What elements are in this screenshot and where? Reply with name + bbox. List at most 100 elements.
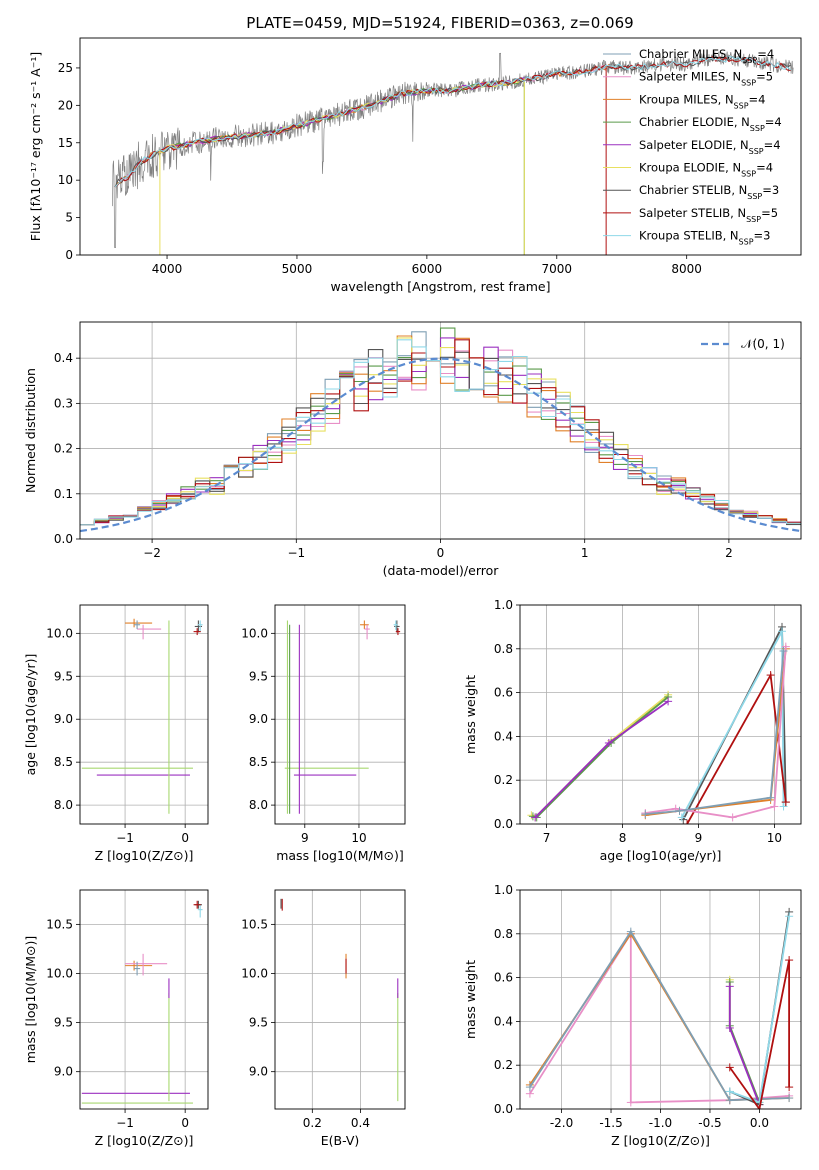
axes-frame: 0.2 0.4 9.0 9.5 10.0 10.5 E(B-V) xyxy=(241,889,406,1148)
y-tick-label: 0.1 xyxy=(54,487,73,501)
y-tick-label: 0.6 xyxy=(494,971,513,985)
y-tick-label: 0.4 xyxy=(54,351,73,365)
legend-entry: Kroupa ELODIE, NSSP=4 xyxy=(639,161,773,179)
axes-frame: 4000 5000 6000 7000 8000 0 5 10 15 20 25 wavelength… xyxy=(28,37,802,294)
plot-area xyxy=(81,900,203,1104)
legend-entry: Chabrier ELODIE, NSSP=4 xyxy=(639,115,782,133)
y-tick-label: 9.5 xyxy=(54,1016,73,1030)
y-tick-label: 0.6 xyxy=(494,686,513,700)
legend-count: =5 xyxy=(761,206,778,220)
plot-area xyxy=(112,51,794,255)
x-tick-label: 9 xyxy=(301,831,309,845)
legend-subscript: SSP xyxy=(741,169,756,178)
mass-vs-ebv-panel: 0.2 0.4 9.0 9.5 10.0 10.5 E(B-V) xyxy=(241,889,406,1148)
x-tick-label: 4000 xyxy=(152,262,183,276)
age-vs-metallicity-panel: −1 0 8.0 8.5 9.0 9.5 10.0 Z [log10(Z/Z⊙)] age [l… xyxy=(23,604,209,863)
x-tick-label: -2.0 xyxy=(550,1116,573,1130)
weight-line-chabrier-miles xyxy=(645,650,785,815)
x-tick-label: 0 xyxy=(437,546,445,560)
y-tick-label: 0.8 xyxy=(494,642,513,656)
y-tick-label: 8.0 xyxy=(249,798,268,812)
legend-subscript: SSP xyxy=(746,214,761,223)
y-tick-label: 8.5 xyxy=(249,755,268,769)
x-tick-label: -1.5 xyxy=(599,1116,622,1130)
y-tick-label: 0.2 xyxy=(494,1058,513,1072)
residual-histogram-panel: −2 −1 0 1 2 0.0 0.1 0.2 0.3 0.4 (data-model)/error… xyxy=(23,321,802,578)
y-tick-label: 10.0 xyxy=(241,626,268,640)
legend-entry: Salpeter MILES, NSSP=5 xyxy=(639,70,773,88)
y-tick-label: 0.0 xyxy=(54,532,73,546)
plot-area xyxy=(81,618,203,814)
y-tick-label: 9.5 xyxy=(249,669,268,683)
y-tick-label: 1.0 xyxy=(494,883,513,897)
legend-subscript: SSP xyxy=(742,56,757,65)
y-tick-label: 9.0 xyxy=(249,712,268,726)
y-tick-label: 10.0 xyxy=(241,966,268,980)
legend-subscript: SSP xyxy=(749,146,764,155)
y-tick-label: 0.3 xyxy=(54,396,73,410)
weightZ-line-salpeter-stelib xyxy=(729,959,790,1109)
figure-title: PLATE=0459, MJD=51924, FIBERID=0363, z=0… xyxy=(246,14,633,32)
y-axis-label: age [log10(age/yr)] xyxy=(23,654,38,776)
legend-subscript: SSP xyxy=(747,192,762,201)
mass-vs-metallicity-panel: −1 0 9.0 9.5 10.0 10.5 Z [log10(Z/Z⊙)] mass [lo… xyxy=(23,889,209,1148)
axes-box xyxy=(79,37,802,256)
x-axis-label: (data-model)/error xyxy=(383,563,500,578)
y-tick-label: 25 xyxy=(58,61,73,75)
legend-entry: Salpeter ELODIE, NSSP=4 xyxy=(639,138,781,156)
age-vs-mass-panel: 9 10 8.0 8.5 9.0 9.5 10.0 mass [log10(M/M⊙)] xyxy=(241,604,406,863)
x-tick-label: −1 xyxy=(116,1116,134,1130)
y-axis-label: mass weight xyxy=(463,960,478,1039)
legend-count: =3 xyxy=(754,229,771,243)
x-axis-label: E(B-V) xyxy=(321,1133,360,1148)
y-tick-label: 5 xyxy=(65,211,73,225)
y-tick-label: 0.8 xyxy=(494,927,513,941)
x-tick-label: −1 xyxy=(116,831,134,845)
y-tick-label: 9.5 xyxy=(54,669,73,683)
x-axis-label: Z [log10(Z/Z⊙)] xyxy=(95,1133,194,1148)
axes-frame: −1 0 8.0 8.5 9.0 9.5 10.0 Z [log10(Z/Z⊙)] age [l… xyxy=(23,604,209,863)
y-tick-label: 0.2 xyxy=(54,442,73,456)
x-tick-label: 7 xyxy=(543,831,551,845)
axes-frame: 7 8 9 10 0.0 0.2 0.4 0.6 0.8 1.0 age [log10(age/yr… xyxy=(463,598,802,863)
y-tick-label: 20 xyxy=(58,98,73,112)
legend-count: =4 xyxy=(765,115,782,129)
y-tick-label: 8.0 xyxy=(54,798,73,812)
legend-count: =4 xyxy=(756,161,773,175)
x-tick-label: 5000 xyxy=(282,262,313,276)
x-tick-label: 2 xyxy=(725,546,733,560)
model-kroupa-stelib xyxy=(114,55,791,188)
legend-subscript: SSP xyxy=(734,101,749,110)
axes-box xyxy=(274,889,406,1110)
y-tick-label: 15 xyxy=(58,136,73,150)
x-axis-label: Z [log10(Z/Z⊙)] xyxy=(611,1133,710,1148)
axes-frame: 9 10 8.0 8.5 9.0 9.5 10.0 mass [log10(M/M⊙)] xyxy=(241,604,406,863)
y-axis-label: Normed distribution xyxy=(23,368,38,493)
y-tick-label: 8.5 xyxy=(54,755,73,769)
axes-box xyxy=(519,604,802,825)
plot-area xyxy=(280,898,399,1102)
y-axis-label: Flux [fλ10⁻¹⁷ erg cm⁻² s⁻¹ A⁻¹] xyxy=(28,52,43,241)
y-tick-label: 0.4 xyxy=(494,1014,513,1028)
y-tick-label: 0.2 xyxy=(494,773,513,787)
axes-frame: −2 −1 0 1 2 0.0 0.1 0.2 0.3 0.4 (data-model)/error… xyxy=(23,321,802,578)
legend-entry: Chabrier STELIB, NSSP=3 xyxy=(639,183,779,201)
y-tick-label: 10 xyxy=(58,173,73,187)
spectrum-panel: 4000 5000 6000 7000 8000 0 5 10 15 20 25 wavelength… xyxy=(28,37,802,294)
legend-subscript: SSP xyxy=(739,237,754,246)
model-salpeter-stelib xyxy=(114,56,791,188)
x-tick-label: 10 xyxy=(767,831,782,845)
plot-area xyxy=(525,907,794,1109)
y-tick-label: 10.5 xyxy=(241,917,268,931)
x-tick-label: 6000 xyxy=(412,262,443,276)
axes-frame: -2.0 -1.5 -1.0 -0.5 0.0 0.0 0.2 0.4 0.6 0.8 1.0 Z [… xyxy=(463,883,802,1148)
legend-entry: Chabrier MILES, NSSP=4 xyxy=(639,47,774,65)
x-tick-label: -1.0 xyxy=(649,1116,672,1130)
axes-box xyxy=(79,889,209,1110)
y-tick-label: 10.5 xyxy=(46,917,73,931)
legend-subscript: SSP xyxy=(750,124,765,133)
x-tick-label: 0.4 xyxy=(351,1116,370,1130)
y-tick-label: 0.4 xyxy=(494,729,513,743)
